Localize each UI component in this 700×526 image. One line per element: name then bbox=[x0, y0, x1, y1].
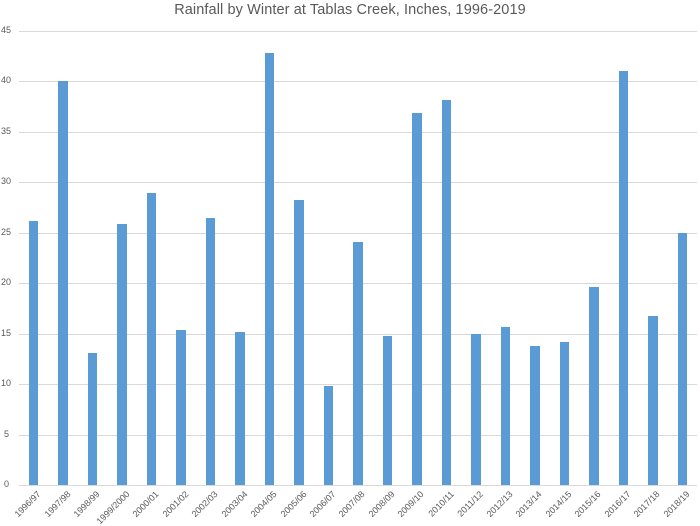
x-tick-label: 2016/17 bbox=[602, 489, 633, 520]
bar-1998-99 bbox=[87, 352, 98, 485]
y-tick-label: 40 bbox=[1, 75, 12, 86]
chart-title: Rainfall by Winter at Tablas Creek, Inch… bbox=[174, 2, 526, 18]
gridline bbox=[19, 81, 697, 83]
y-tick-label: 35 bbox=[1, 125, 12, 136]
bar-2017-18 bbox=[648, 315, 658, 485]
bar-1999-2000 bbox=[117, 223, 127, 485]
x-tick-label: 2006/07 bbox=[307, 489, 338, 520]
bar-2018-19 bbox=[677, 232, 687, 485]
y-tick-label: 15 bbox=[1, 327, 12, 338]
bar-2001-02 bbox=[176, 329, 186, 485]
x-tick-label: 2003/04 bbox=[219, 489, 250, 520]
bar-2006-07 bbox=[323, 386, 334, 485]
bar-1996-97 bbox=[28, 220, 39, 485]
y-tick-label: 10 bbox=[1, 378, 12, 389]
bar-2004-05 bbox=[264, 53, 275, 485]
bar-2016-17 bbox=[618, 71, 629, 485]
x-tick-label: 2014/15 bbox=[543, 489, 574, 520]
x-tick-label: 2009/10 bbox=[395, 489, 427, 520]
bar-2003-04 bbox=[235, 331, 245, 485]
bar-2002-03 bbox=[205, 217, 216, 485]
bar-2007-08 bbox=[353, 241, 363, 485]
x-tick-label: 2002/03 bbox=[189, 489, 220, 520]
plot-area bbox=[19, 31, 697, 486]
bar-2000-01 bbox=[146, 193, 157, 485]
y-tick-label: 0 bbox=[4, 479, 10, 489]
x-tick-label: 2005/06 bbox=[278, 489, 309, 520]
x-tick-label: 2011/12 bbox=[455, 489, 485, 519]
x-tick-label: 2008/09 bbox=[366, 489, 397, 520]
gridline bbox=[19, 485, 697, 486]
x-tick-label: 2010/11 bbox=[425, 489, 456, 519]
x-tick-label: 2000/01 bbox=[130, 489, 161, 520]
bar-2013-14 bbox=[530, 345, 540, 485]
x-tick-label: 2012/13 bbox=[484, 489, 515, 520]
x-tick-label: 2015/16 bbox=[572, 489, 603, 520]
y-tick-label: 30 bbox=[1, 176, 12, 187]
x-tick-label: 1996/97 bbox=[12, 489, 43, 520]
gridline bbox=[19, 131, 697, 133]
x-tick-label: 2018/19 bbox=[661, 489, 692, 520]
bar-2015-16 bbox=[589, 287, 599, 485]
bar-2011-12 bbox=[471, 333, 481, 485]
y-tick-label: 5 bbox=[4, 428, 10, 439]
x-tick-label: 2001/02 bbox=[160, 489, 191, 520]
x-tick-label: 2004/05 bbox=[248, 489, 279, 520]
bar-1997-98 bbox=[58, 81, 68, 485]
bar-2010-11 bbox=[441, 99, 452, 485]
y-tick-label: 25 bbox=[1, 226, 12, 237]
x-tick-label: 1997/98 bbox=[42, 489, 73, 520]
bar-2005-06 bbox=[294, 199, 304, 485]
bar-2014-15 bbox=[559, 341, 570, 485]
gridline bbox=[19, 232, 697, 234]
x-tick-label: 2017/18 bbox=[631, 489, 662, 520]
bar-2012-13 bbox=[500, 326, 511, 485]
gridline bbox=[19, 182, 697, 184]
bar-2008-09 bbox=[382, 335, 393, 485]
bar-2009-10 bbox=[412, 112, 422, 485]
y-tick-label: 45 bbox=[1, 25, 12, 35]
x-tick-label: 2013/14 bbox=[513, 489, 544, 520]
x-tick-label: 2007/08 bbox=[336, 489, 368, 520]
gridline bbox=[19, 31, 697, 32]
y-tick-label: 20 bbox=[1, 277, 12, 288]
